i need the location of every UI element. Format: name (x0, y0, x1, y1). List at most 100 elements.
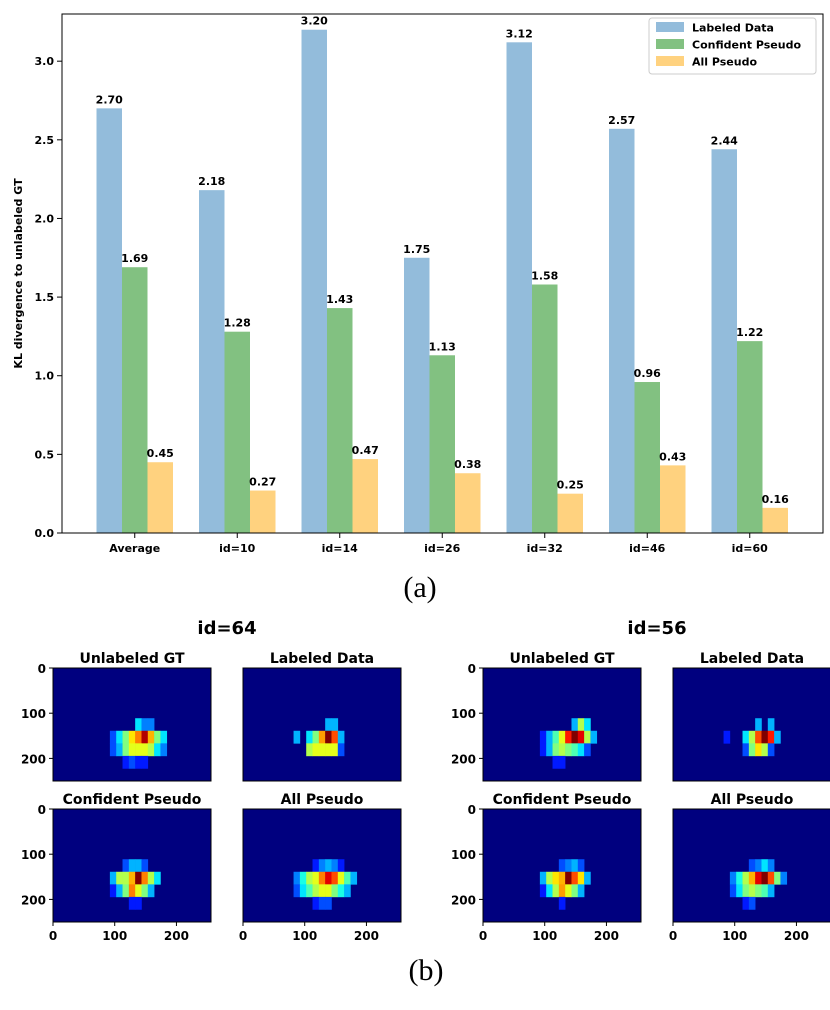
heatmap-cell (577, 743, 585, 757)
x-tick-label: id=60 (732, 542, 769, 555)
bar (352, 459, 378, 533)
legend-label: All Pseudo (692, 56, 757, 69)
legend: Labeled Data Confident Pseudo All Pseudo (648, 17, 817, 75)
heatmap-cell (135, 884, 142, 898)
heatmap-cell (552, 884, 560, 898)
heatmap-cell (147, 743, 155, 757)
heatmap-cell (761, 743, 769, 757)
heatmap-cell (312, 743, 320, 757)
heatmap-cell (761, 859, 769, 873)
heatmap-cell (293, 884, 301, 898)
panel-title: Labeled Data (270, 651, 374, 667)
heatmap-cell (122, 859, 130, 873)
heatmap-panel: Labeled Data (672, 651, 830, 782)
heatmap-cell (552, 730, 560, 744)
heatmap-cell (558, 755, 566, 769)
heatmap-cell (141, 718, 149, 732)
caption-b: (b) (409, 954, 444, 987)
data-label: 0.38 (454, 458, 481, 471)
heatmap-cell (128, 896, 136, 910)
heatmap-cell (325, 884, 332, 898)
heatmap-cell (331, 743, 339, 757)
x-tick-label: 200 (594, 929, 619, 943)
heatmap-cell (539, 730, 547, 744)
heatmap-cell (325, 718, 332, 732)
heatmap-cell (571, 884, 579, 898)
data-label: 3.12 (506, 27, 533, 40)
x-tick-label: 100 (722, 929, 747, 943)
heatmap-cell (318, 871, 326, 885)
heatmap-cell (122, 743, 130, 757)
heatmap-cell (546, 871, 553, 885)
heatmap-cell (141, 871, 149, 885)
x-tick-label: 0 (669, 929, 677, 943)
heatmap-cell (748, 743, 756, 757)
legend-box (648, 17, 817, 75)
panel-title: All Pseudo (711, 792, 794, 808)
heatmap-cell (122, 755, 130, 769)
heatmap-cell (755, 743, 762, 757)
y-tick-label: 0 (468, 662, 476, 676)
heatmap-cell (325, 743, 332, 757)
heatmap-cell (318, 859, 326, 873)
heatmap-cell (565, 859, 572, 873)
heatmap-cell (736, 884, 743, 898)
legend-label: Labeled Data (692, 22, 774, 35)
heatmap-cell (312, 896, 320, 910)
heatmap-cell (577, 871, 585, 885)
panel-title: Confident Pseudo (63, 792, 202, 808)
panel-title: Unlabeled GT (79, 651, 185, 667)
heatmap-cell (748, 884, 756, 898)
heatmap-cell (584, 743, 591, 757)
heatmap-cell (748, 859, 756, 873)
heatmap-cell (577, 730, 585, 744)
heatmap-cell (742, 730, 750, 744)
y-tick-label: 100 (21, 848, 46, 862)
y-tick-label: 0.5 (35, 448, 55, 461)
bar (557, 493, 583, 533)
heatmap-cell (141, 859, 149, 873)
data-label: 1.58 (531, 270, 558, 283)
bar (327, 308, 353, 533)
heatmap-cell (774, 730, 781, 744)
heatmap-group: id=64 Unlabeled GT 0 100 200 Labeled Data Conf… (21, 618, 402, 943)
bar (429, 355, 455, 533)
data-label: 1.28 (224, 317, 251, 330)
heatmap-cell (546, 730, 553, 744)
heatmap-cell (135, 896, 142, 910)
y-tick-label: 200 (21, 893, 46, 907)
bar (404, 257, 430, 533)
heatmap-figure: id=64 Unlabeled GT 0 100 200 Labeled Data Conf… (21, 618, 830, 943)
heatmap-cell (128, 871, 136, 885)
y-axis-label: KL divergence to unlabeled GT (12, 178, 25, 369)
data-label: 2.70 (96, 93, 123, 106)
heatmap-cell (135, 859, 142, 873)
heatmap-cell (306, 743, 313, 757)
heatmap-cell (755, 871, 762, 885)
y-tick-label: 0 (38, 662, 46, 676)
heatmap-cell (761, 884, 769, 898)
heatmap-cell (116, 743, 123, 757)
heatmap-cell (306, 730, 313, 744)
heatmap-cell (109, 884, 117, 898)
heatmap-cell (539, 743, 547, 757)
heatmap-cell (742, 743, 750, 757)
heatmap-cell (109, 730, 117, 744)
heatmap-cell (116, 730, 123, 744)
heatmap-cell (774, 871, 781, 885)
legend-swatch (656, 56, 684, 66)
heatmap-cell (128, 755, 136, 769)
heatmap-cell (755, 859, 762, 873)
heatmap-cell (761, 871, 769, 885)
heatmap-group: id=56 Unlabeled GT 0 100 200 Labeled Data Conf… (451, 618, 830, 943)
heatmap-cell (729, 884, 737, 898)
bar (224, 331, 250, 533)
heatmap-cell (318, 743, 326, 757)
heatmap-panel: All Pseudo 0 100 200 (669, 792, 830, 943)
heatmap-cell (767, 743, 775, 757)
heatmap-cell (306, 871, 313, 885)
x-tick-label: 200 (164, 929, 189, 943)
x-tick-label: id=32 (527, 542, 563, 555)
heatmap-frame (672, 667, 830, 782)
heatmap-cell (767, 718, 775, 732)
